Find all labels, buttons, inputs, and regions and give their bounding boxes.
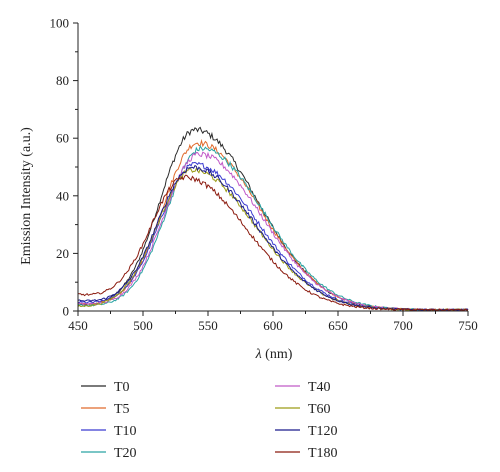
x-tick-label: 650 (328, 318, 348, 333)
x-tick-label: 600 (263, 318, 283, 333)
series-line-t180 (77, 174, 469, 312)
series-line-t60 (77, 167, 468, 311)
x-axis-symbol: λ (255, 347, 262, 362)
series-lines (77, 126, 469, 312)
legend-label: T20 (114, 446, 137, 461)
series-line-t0 (77, 126, 469, 312)
legend-item-t120: T120 (275, 424, 338, 439)
legend-label: T60 (308, 402, 331, 417)
legend-label: T120 (308, 424, 338, 439)
x-tick-label: 550 (198, 318, 218, 333)
legend-label: T5 (114, 402, 130, 417)
legend-label: T0 (114, 380, 130, 395)
x-tick-label: 700 (393, 318, 413, 333)
tick-labels: 450 500 550 600 650 700 750 0 20 40 60 80 100 (50, 16, 478, 334)
y-axis-title: Emission Intensity (a.u.) (19, 127, 34, 265)
series-line-t10 (77, 161, 469, 312)
legend-label: T180 (308, 446, 338, 461)
x-tick-label: 750 (458, 318, 478, 333)
x-axis-unit: (nm) (262, 347, 293, 362)
x-tick-label: 450 (68, 318, 88, 333)
x-axis-title: λ (nm) (255, 347, 293, 362)
legend-item-t0: T0 (81, 380, 130, 395)
legend: T0 T5 T10 T20 T40 T60 T120 T180 (81, 380, 338, 461)
legend-label: T10 (114, 424, 137, 439)
axes (73, 22, 469, 316)
y-tick-label: 20 (56, 246, 69, 261)
legend-item-t20: T20 (81, 446, 137, 461)
legend-item-t5: T5 (81, 402, 130, 417)
y-tick-label: 80 (56, 73, 69, 88)
legend-item-t40: T40 (275, 380, 331, 395)
legend-item-t60: T60 (275, 402, 331, 417)
legend-item-t180: T180 (275, 446, 338, 461)
legend-item-t10: T10 (81, 424, 137, 439)
y-tick-label: 100 (50, 16, 70, 31)
y-tick-label: 60 (56, 131, 69, 146)
series-line-t40 (77, 151, 469, 312)
series-line-t120 (77, 164, 469, 312)
y-tick-label: 0 (63, 304, 70, 319)
y-tick-label: 40 (56, 188, 69, 203)
legend-label: T40 (308, 380, 331, 395)
x-tick-label: 500 (133, 318, 153, 333)
